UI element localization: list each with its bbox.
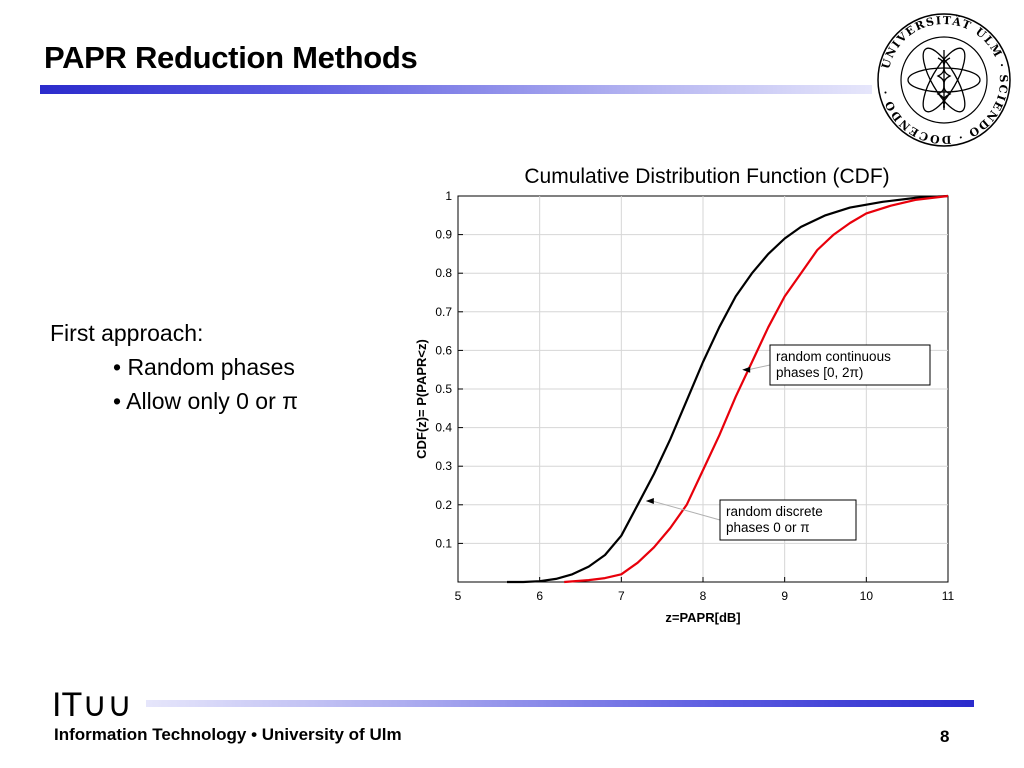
y-tick-label: 0.9	[435, 228, 452, 242]
x-tick-label: 5	[455, 589, 462, 603]
annotation-leader-1	[651, 500, 721, 521]
y-tick-label: 0.8	[435, 266, 452, 280]
footer-text: Information Technology • University of U…	[54, 725, 402, 744]
annotation-arrowhead-0	[742, 366, 751, 373]
slide-title: PAPR Reduction Methods	[44, 40, 418, 75]
annotation-box-0	[769, 344, 931, 386]
university-of-ulm-seal-icon: UNIVERSITÄT ULM · SCIENDO · DOCENDO · CU…	[874, 10, 1011, 147]
y-tick-label: 0.5	[435, 382, 452, 396]
x-tick-label: 9	[781, 589, 788, 603]
annotation-text-1: phases 0 or π	[726, 520, 810, 535]
x-tick-label: 6	[536, 589, 543, 603]
chart-title: Cumulative Distribution Function (CDF)	[524, 165, 889, 188]
x-tick-label: 10	[860, 589, 874, 603]
y-tick-label: 0.2	[435, 498, 452, 512]
series-line-0	[507, 194, 949, 584]
page-number: 8	[940, 727, 950, 746]
series-line-1	[564, 194, 949, 584]
bullet-list: First approach: • Random phases • Allow …	[50, 316, 298, 418]
x-tick-label: 11	[942, 589, 955, 603]
x-tick-label: 7	[618, 589, 625, 603]
y-tick-label: 0.4	[435, 421, 452, 435]
annotation-text-0: phases [0, 2π)	[776, 365, 863, 380]
annotation-text-1: random discrete	[726, 504, 823, 519]
cdf-chart: 5 6 7 8 9 10 11 0.1 0.2 0.3 0.4 0.5 0.6 0.7 0.8 0.9 1 Cum…	[414, 165, 955, 625]
y-axis-label: CDF(z)= P(PAPR<z)	[414, 339, 429, 459]
y-tick-label: 1	[445, 189, 452, 203]
footer-bar	[146, 700, 974, 707]
bullet-item-random-phases: • Random phases	[113, 354, 295, 380]
footer-logo-text: IT∪∪	[52, 686, 132, 724]
x-axis-label: z=PAPR[dB]	[665, 610, 740, 625]
annotation-arrowhead-1	[645, 497, 654, 504]
y-tick-label: 0.7	[435, 305, 452, 319]
annotation-box-1	[719, 499, 857, 541]
bullet-item-allow-zero-or-pi: • Allow only 0 or π	[113, 388, 298, 414]
y-tick-label: 0.1	[435, 536, 452, 550]
x-tick-label: 8	[700, 589, 707, 603]
bullet-heading: First approach:	[50, 320, 204, 346]
y-tick-label: 0.3	[435, 459, 452, 473]
ituu-logo-icon: IT∪∪	[52, 686, 132, 724]
title-underline-bar	[40, 85, 872, 94]
annotation-leader-0	[748, 364, 771, 371]
y-tick-label: 0.6	[435, 343, 452, 357]
annotation-text-0: random continuous	[776, 349, 891, 364]
